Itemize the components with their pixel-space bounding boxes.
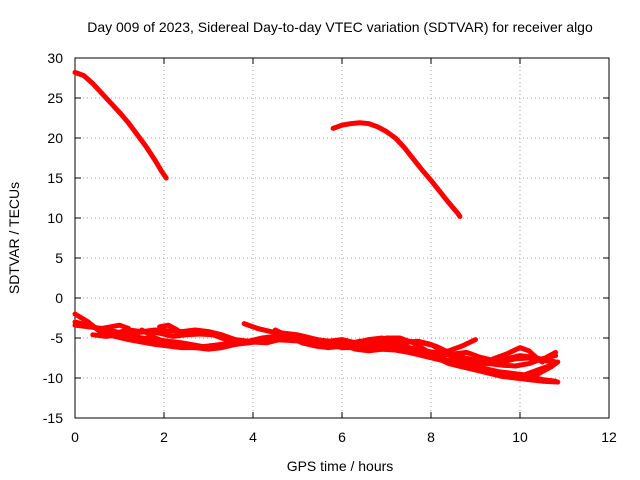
series-layer [72,69,561,385]
y-tick-label: 25 [47,90,63,106]
y-tick-label: -5 [51,330,64,346]
x-tick-label: 10 [512,429,528,445]
series-arc-2 [330,120,463,219]
y-tick-label: -15 [43,410,63,426]
x-tick-label: 8 [427,429,435,445]
x-tick-label: 4 [249,429,257,445]
y-tick-label: 20 [47,130,63,146]
x-tick-label: 2 [160,429,168,445]
chart-title: Day 009 of 2023, Sidereal Day-to-day VTE… [87,19,593,35]
y-tick-label: 0 [55,290,63,306]
series-arc-10 [490,345,559,365]
series-arc-9 [272,327,561,385]
series-arc-1 [72,69,169,181]
y-tick-label: 30 [47,50,63,66]
y-tick-label: 15 [47,170,63,186]
y-axis-label: SDTVAR / TECUs [6,182,22,294]
y-tick-label: 10 [47,210,63,226]
axis-ticks: 0 2 4 6 8 10 12 -15 -10 -5 0 5 10 15 20 25 30 [43,50,617,445]
x-tick-label: 0 [71,429,79,445]
y-tick-label: 5 [55,250,63,266]
series-arc-12 [99,322,131,331]
x-axis-label: GPS time / hours [287,458,394,474]
x-tick-label: 12 [601,429,617,445]
x-tick-label: 6 [338,429,346,445]
series-arc-11 [530,359,561,379]
y-tick-label: -10 [43,370,63,386]
series-arc-13 [157,322,180,333]
